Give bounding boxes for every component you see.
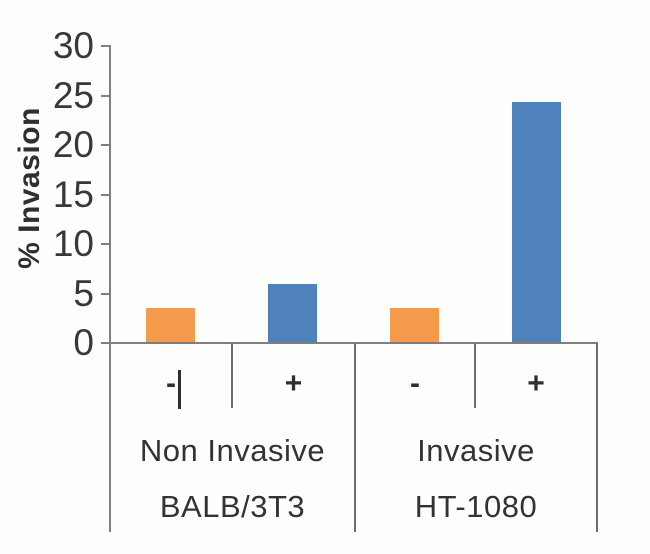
y-tick-label-30: 30 [52,25,94,66]
y-axis-line [109,45,111,532]
bar-non-invasive-plus [268,283,318,343]
bar-non-invasive-minus [146,308,196,343]
y-tick-label-25: 25 [52,74,94,116]
group-label-non-invasive: Non Invasive [139,433,326,468]
sign-label-noninvasive-minus: - [166,367,176,400]
y-tick-label-10: 10 [52,223,94,264]
y-tick-mark-10 [101,243,110,245]
cellline-label-balb3t3: BALB/3T3 [159,489,306,524]
y-tick-label-5: 5 [73,272,94,314]
group-divider [354,343,356,532]
right-boundary-line [596,343,598,532]
y-tick-label-0: 0 [73,322,94,363]
y-tick-mark-20 [101,144,110,146]
plot-area [110,46,597,343]
y-tick-mark-25 [101,94,110,97]
y-tick-mark-5 [101,292,110,295]
sign-label-noninvasive-plus: + [284,367,303,400]
y-tick-label-20: 20 [52,124,94,165]
y-tick-mark-15 [101,193,110,196]
y-tick-mark-30 [101,45,110,47]
cellline-label-ht1080: HT-1080 [414,489,538,524]
minus-tick-artifact-line [178,370,181,409]
bar-invasive-plus [511,102,561,343]
sign-label-invasive-plus: + [527,367,545,400]
sign-label-invasive-minus: - [410,367,420,400]
y-tick-label-15: 15 [52,173,94,215]
sign-divider-group1 [231,343,233,408]
sign-divider-group2 [474,343,476,408]
bar-invasive-minus [389,308,439,343]
x-axis-line [103,342,598,344]
group-label-invasive: Invasive [417,433,535,468]
